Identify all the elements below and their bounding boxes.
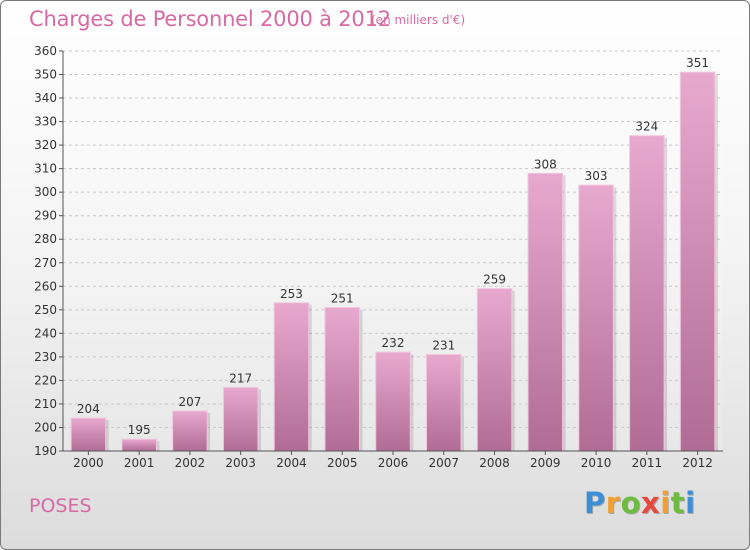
x-tick-label: 2000 — [73, 456, 104, 470]
y-tick-label: 220 — [34, 373, 57, 387]
y-tick-label: 270 — [34, 256, 57, 270]
x-tick-label: 2005 — [327, 456, 358, 470]
value-label: 253 — [280, 287, 303, 301]
proxiti-logo: Proxiti — [584, 486, 696, 520]
x-tick-label: 2002 — [175, 456, 206, 470]
place-name: POSES — [29, 495, 92, 517]
y-tick-label: 210 — [34, 397, 57, 411]
y-tick-label: 280 — [34, 232, 57, 246]
y-tick-label: 320 — [34, 138, 57, 152]
value-label: 207 — [178, 395, 201, 409]
bar-2012 — [679, 71, 716, 452]
bar-2002 — [172, 410, 208, 452]
bar-2000 — [70, 417, 107, 452]
value-label: 308 — [534, 157, 557, 171]
value-label: 195 — [128, 423, 151, 437]
y-tick-label: 240 — [34, 326, 57, 340]
y-tick-label: 260 — [34, 279, 57, 293]
x-tick-label: 2008 — [479, 456, 510, 470]
y-tick-label: 190 — [34, 444, 57, 458]
bar-2008 — [476, 288, 513, 452]
chart-title: Charges de Personnel 2000 à 2012 — [29, 7, 391, 31]
y-tick-label: 300 — [34, 185, 57, 199]
y-tick-label: 340 — [34, 91, 57, 105]
x-tick-label: 2011 — [632, 456, 663, 470]
labels: 190 200 210 220 230 240 250 260 270 280 290 300 310 3… — [34, 44, 713, 470]
x-tick-label: 2003 — [225, 456, 256, 470]
axes — [59, 50, 723, 455]
x-tick-label: 2007 — [428, 456, 459, 470]
x-tick-label: 2009 — [530, 456, 561, 470]
value-label: 251 — [331, 291, 354, 305]
chart-subtitle: (en milliers d'€) — [371, 13, 466, 27]
y-tick-label: 350 — [34, 68, 57, 82]
x-tick-label: 2012 — [682, 456, 713, 470]
value-label: 231 — [432, 339, 455, 353]
x-tick-label: 2004 — [276, 456, 307, 470]
bar-2011 — [629, 135, 665, 452]
bar-2003 — [222, 386, 259, 452]
value-label: 351 — [686, 56, 709, 70]
y-tick-label: 200 — [34, 420, 57, 434]
y-tick-label: 230 — [34, 350, 57, 364]
y-tick-label: 250 — [34, 303, 57, 317]
y-tick-label: 360 — [34, 44, 57, 58]
value-label: 259 — [483, 273, 506, 287]
bar-2009 — [527, 172, 564, 452]
x-tick-label: 2006 — [378, 456, 409, 470]
bar-2006 — [375, 351, 411, 452]
value-label: 232 — [382, 336, 405, 350]
y-tick-label: 310 — [34, 162, 57, 176]
bar-2010 — [578, 184, 614, 452]
y-tick-label: 290 — [34, 209, 57, 223]
value-label: 324 — [635, 120, 658, 134]
x-tick-label: 2010 — [581, 456, 612, 470]
bar-2005 — [324, 306, 360, 452]
bar-2004 — [273, 302, 310, 452]
y-tick-label: 330 — [34, 115, 57, 129]
value-label: 303 — [585, 169, 608, 183]
value-label: 204 — [77, 402, 100, 416]
bar-2007 — [426, 354, 462, 452]
bar-2001 — [121, 438, 157, 452]
x-tick-label: 2001 — [124, 456, 155, 470]
bars — [70, 71, 718, 452]
value-label: 217 — [229, 371, 252, 385]
